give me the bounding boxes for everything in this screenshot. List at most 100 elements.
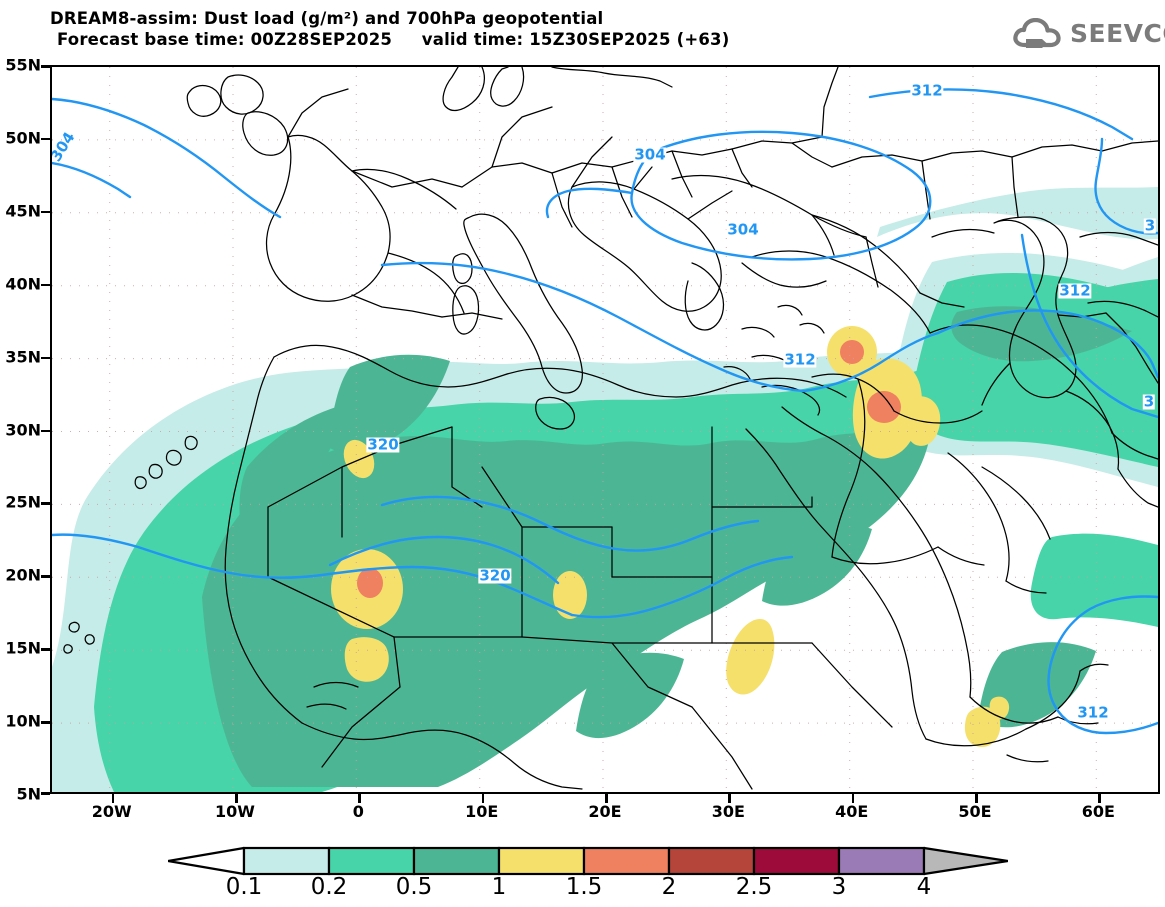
colorbar-label-2: 0.5 xyxy=(395,874,433,900)
x-tick-30E xyxy=(728,794,731,803)
x-axis-label-60E: 60E xyxy=(1081,802,1115,821)
contour-312-med xyxy=(380,261,806,393)
x-tick-60E xyxy=(1098,794,1101,803)
x-axis-label-30E: 30E xyxy=(711,802,745,821)
colorbar-segment-0 xyxy=(242,846,331,876)
colorbar-label-5: 2 xyxy=(661,874,677,900)
x-axis-label-20W: 20W xyxy=(91,802,132,821)
map-container: 55N 50N 45N 40N 35N 30N 25N 20N 15N 10N … xyxy=(5,56,1160,821)
x-axis-label-10E: 10E xyxy=(465,802,499,821)
contour-label-304-north: 304 xyxy=(633,145,667,164)
y-axis-label-30N: 30N xyxy=(5,420,41,439)
colorbar-label-7: 3 xyxy=(831,874,847,900)
x-axis-label-10W: 10W xyxy=(215,802,255,821)
logo-text: SEEVCCC xyxy=(1070,19,1165,48)
y-tick-40N xyxy=(41,283,50,287)
x-tick-50E xyxy=(975,794,978,803)
contour-label-312-levant: 312 xyxy=(783,350,817,369)
peak-syria xyxy=(840,340,864,364)
chart-title: DREAM8-assim: Dust load (g/m²) and 700hP… xyxy=(50,9,604,28)
contour-312-turkey xyxy=(868,88,1134,141)
y-tick-50N xyxy=(41,137,50,141)
y-tick-20N xyxy=(41,575,50,578)
y-axis-label-10N: 10N xyxy=(5,711,41,731)
x-axis-label-40E: 40E xyxy=(835,802,869,821)
contour-304-nw xyxy=(52,97,282,219)
y-tick-25N xyxy=(41,502,50,505)
x-tick-0 xyxy=(358,794,361,803)
chart-subtitle: Forecast base time: 00Z28SEP2025 valid t… xyxy=(57,30,730,49)
y-axis-label-40N: 40N xyxy=(5,274,41,294)
colorbar-label-4: 1.5 xyxy=(565,874,603,900)
colorbar-label-0: 0.1 xyxy=(225,874,263,900)
contour-320-sahara3 xyxy=(328,535,560,585)
colorbar-label-1: 0.2 xyxy=(310,874,348,900)
y-tick-5N xyxy=(41,792,50,795)
contour-312-east2 xyxy=(936,309,1158,379)
y-tick-30N xyxy=(41,429,50,432)
hotspot-chad xyxy=(553,571,587,619)
colorbar-cap-high xyxy=(922,846,1008,876)
contour-312-med2 xyxy=(802,331,940,393)
contour-label-3-east-mid: 3 xyxy=(1142,392,1156,411)
contour-312-arabia xyxy=(1047,595,1158,735)
contour-label-320-west: 320 xyxy=(366,435,400,454)
peak-mali xyxy=(357,568,383,598)
contour-label-304-south: 304 xyxy=(726,220,760,239)
colorbar-label-3: 1 xyxy=(491,874,507,900)
y-tick-55N xyxy=(41,65,50,68)
contour-label-312-north: 312 xyxy=(910,81,944,100)
contour-label-312-aden: 312 xyxy=(1076,703,1110,722)
cloud-arrow-icon xyxy=(1012,17,1068,50)
y-axis-label-15N: 15N xyxy=(5,638,41,658)
contour-320-n xyxy=(380,495,760,552)
colorbar-cap-low xyxy=(168,846,246,876)
y-axis-label-25N: 25N xyxy=(5,492,41,512)
y-tick-15N xyxy=(41,648,50,651)
contour-320-sahara2 xyxy=(570,555,794,619)
x-axis-label-20E: 20E xyxy=(588,802,622,821)
y-axis-label-5N: 5N xyxy=(16,784,41,804)
contour-label-312-caspian: 312 xyxy=(1058,281,1092,300)
colorbar-segment-5 xyxy=(667,846,756,876)
colorbar-segment-2 xyxy=(412,846,501,876)
colorbar-swatches xyxy=(168,846,1008,876)
y-axis-label-35N: 35N xyxy=(5,347,41,367)
contour-304-loop xyxy=(630,130,932,261)
x-axis-label-0: 0 xyxy=(352,802,364,821)
contour-312-caspian xyxy=(1020,233,1158,419)
x-tick-10E xyxy=(481,794,485,803)
y-axis-label-55N: 55N xyxy=(5,55,41,75)
x-tick-20E xyxy=(605,794,608,803)
hotspot-mali-tail xyxy=(344,637,389,682)
y-axis-label-20N: 20N xyxy=(5,565,41,585)
dust-layer-1.5 xyxy=(357,340,901,598)
colorbar-label-8: 4 xyxy=(916,874,932,900)
contour-304-tail xyxy=(545,187,634,219)
hotspot-sudan xyxy=(726,618,775,695)
colorbar-segment-3 xyxy=(497,846,586,876)
peak-iraq xyxy=(867,391,901,423)
colorbar[interactable] xyxy=(168,846,1008,876)
colorbar-segment-7 xyxy=(837,846,926,876)
hotspot-somalia xyxy=(964,706,1001,747)
map-coastlines xyxy=(63,67,1158,790)
contour-304-nw2 xyxy=(52,161,132,199)
colorbar-segment-1 xyxy=(327,846,416,876)
x-tick-20W xyxy=(111,794,115,803)
map-plot-area[interactable]: 304 304 304 312 3 312 3 312 320 320 312 xyxy=(50,65,1160,794)
colorbar-label-6: 2.5 xyxy=(735,874,773,900)
chart-header: DREAM8-assim: Dust load (g/m²) and 700hP… xyxy=(50,8,810,50)
y-tick-10N xyxy=(41,721,50,724)
y-axis-label-45N: 45N xyxy=(5,201,41,221)
colorbar-segment-4 xyxy=(582,846,671,876)
y-tick-35N xyxy=(41,356,50,360)
seevccc-logo: SEEVCCC xyxy=(1012,16,1165,52)
y-axis-label-50N: 50N xyxy=(5,128,41,148)
contour-label-3-east-top: 3 xyxy=(1143,216,1157,235)
colorbar-segment-6 xyxy=(752,846,841,876)
x-tick-10W xyxy=(235,794,238,803)
contour-label-320-east: 320 xyxy=(478,566,512,585)
y-tick-45N xyxy=(41,210,50,214)
